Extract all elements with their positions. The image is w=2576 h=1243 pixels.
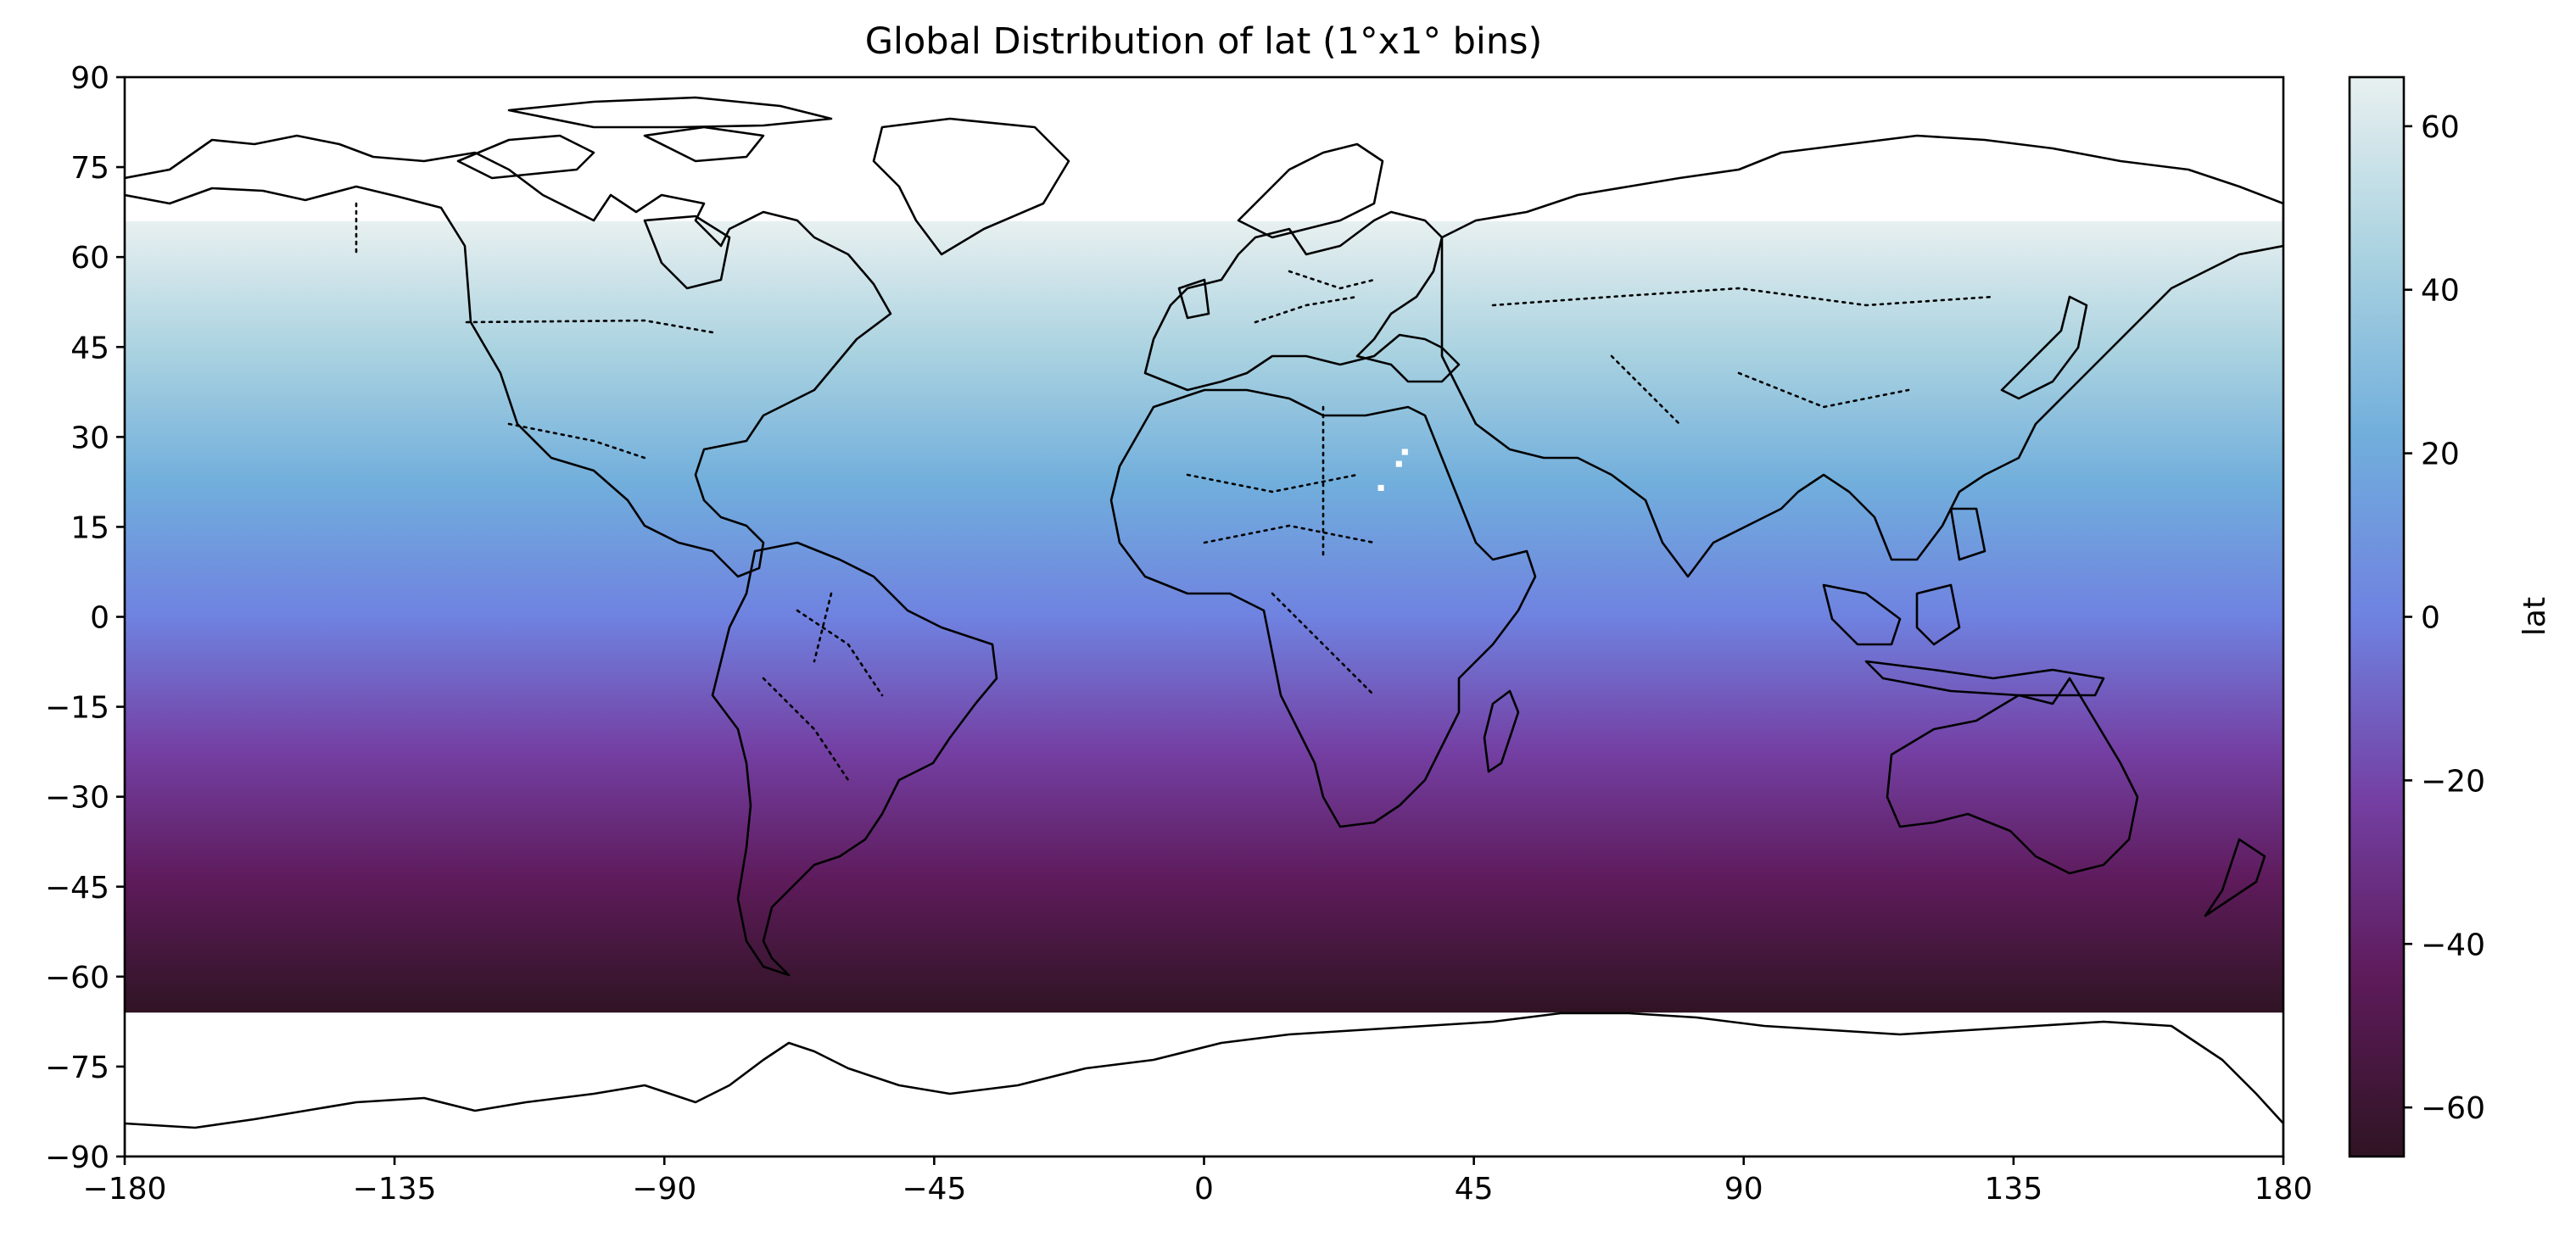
border-south-america [762,592,884,782]
coastline-north-america [125,134,892,578]
colorbar-tick-label: 60 [2421,110,2460,145]
colorbar-label: lat [2517,597,2552,636]
missing-cell [1401,449,1408,455]
coastline-asia [1440,134,2283,578]
y-tick-label: 15 [70,510,109,545]
heatmap-band [125,220,2283,1013]
chart-title: Global Distribution of lat (1°x1° bins) [865,20,1543,63]
y-tick-label: 0 [90,601,109,636]
x-tick-label: −90 [632,1172,696,1207]
coastline-europe [1143,142,1461,392]
missing-cell [1395,460,1402,467]
colorbar-gradient [2348,75,2406,1158]
x-tick-label: 135 [1985,1172,2043,1207]
colorbar-tick-label: 0 [2421,601,2440,636]
x-tick-label: −135 [353,1172,437,1207]
colorbar-tick-label: 40 [2421,274,2460,309]
colorbar: 60 40 20 0 −20 −40 −60 lat [2348,75,2552,1158]
coastline-japan [2000,295,2088,400]
country-borders [355,202,1995,782]
coastline-australia [1886,677,2139,875]
y-tick-label: 75 [70,151,109,186]
border-asia [1491,287,1995,426]
coastline-se-asia [1822,507,2105,697]
x-tick-label: 90 [1724,1172,1763,1207]
coastline-greenland [872,117,1070,256]
border-africa [1186,405,1376,697]
y-tick-label: 45 [70,331,109,365]
border-us-canada [355,202,714,334]
colorbar-tick-label: 20 [2421,438,2460,472]
colorbar-tick-label: −60 [2421,1091,2485,1126]
x-tick-label: 45 [1455,1172,1494,1207]
x-tick-label: −180 [83,1172,167,1207]
coastline-antarctica [125,1012,2283,1157]
colorbar-tick-label: −20 [2421,764,2485,799]
coastline-arctic-islands [456,96,833,290]
missing-cell [1377,484,1384,491]
coastline-madagascar [1483,689,1520,773]
x-tick-label: 180 [2255,1172,2313,1207]
x-axis: −180 −135 −90 −45 0 45 90 135 180 [83,1157,2313,1207]
y-tick-label: −30 [45,781,109,816]
coastline-south-america [711,541,998,977]
missing-cells [1377,449,1408,491]
map-axes: −180 −135 −90 −45 0 45 90 135 180 9075604530150−… [45,61,2312,1207]
y-tick-label: −15 [45,691,109,726]
coastline-new-zealand [2204,838,2266,917]
x-tick-label: 0 [1194,1172,1214,1207]
y-tick-label: 90 [70,61,109,96]
colorbar-ticks: 60 40 20 0 −20 −40 −60 [2404,110,2485,1126]
y-tick-label: −90 [45,1140,109,1175]
y-tick-label: −75 [45,1051,109,1085]
y-tick-label: 60 [70,241,109,276]
coastline-africa [1109,388,1537,828]
x-tick-label: −45 [902,1172,966,1207]
colorbar-tick-label: −40 [2421,928,2485,962]
y-tick-label: −60 [45,961,109,995]
border-europe [1254,270,1376,324]
y-tick-label: 30 [70,421,109,455]
coastlines [125,96,2283,1157]
border-us-mexico [507,422,646,460]
y-tick-label: −45 [45,871,109,906]
y-axis: 90 75 60 45 30 15 0 −15 −30 −45 −60 −75 −90 [45,61,125,1175]
